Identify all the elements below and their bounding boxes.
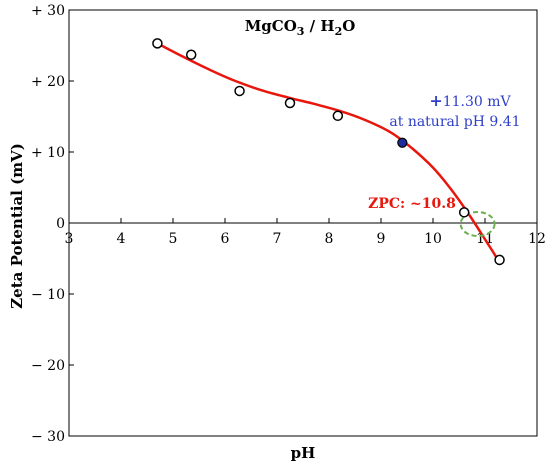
y-axis-label: Zeta Potential (mV)	[8, 143, 26, 309]
data-point	[458, 207, 470, 218]
x-tick-label: 9	[377, 231, 386, 247]
x-tick-label: 12	[528, 231, 546, 247]
y-tick-label: 0	[56, 216, 65, 232]
data-point	[234, 85, 245, 97]
y-ticks: − 30 − 20 − 10 0 + 10 + 20 + 30	[31, 3, 74, 445]
value-annotation: +11.30 mV	[429, 91, 511, 110]
x-tick-label: 10	[424, 231, 442, 247]
data-point	[332, 110, 344, 122]
zpc-annotation: ZPC: ~10.8	[368, 196, 456, 212]
natural-ph-point	[397, 137, 408, 148]
data-point	[494, 254, 505, 266]
y-tick-label: + 30	[31, 3, 65, 19]
data-points	[152, 38, 505, 266]
data-point	[185, 49, 197, 60]
x-tick-label: 7	[273, 231, 282, 247]
x-tick-label: 3	[65, 231, 74, 247]
y-tick-label: + 20	[31, 74, 65, 90]
data-point	[284, 97, 296, 109]
y-tick-label: − 20	[31, 358, 65, 374]
zpc-circle	[459, 211, 496, 237]
y-tick-label: + 10	[31, 145, 65, 161]
y-tick-label: − 10	[31, 287, 65, 303]
x-axis-label: pH	[291, 444, 316, 462]
data-point	[152, 38, 163, 49]
x-tick-label: 8	[325, 231, 334, 247]
natural-ph-annotation: at natural pH 9.41	[389, 114, 520, 130]
fit-curve	[156, 42, 502, 266]
x-tick-label: 6	[221, 231, 230, 247]
x-ticks: 3 4 5 6 7 8 9 10 11 12	[65, 218, 546, 247]
x-tick-label: 4	[117, 231, 126, 247]
x-tick-label: 5	[169, 231, 178, 247]
chart-title: MgCO3 / H2O	[245, 17, 356, 38]
y-tick-label: − 30	[31, 429, 65, 445]
